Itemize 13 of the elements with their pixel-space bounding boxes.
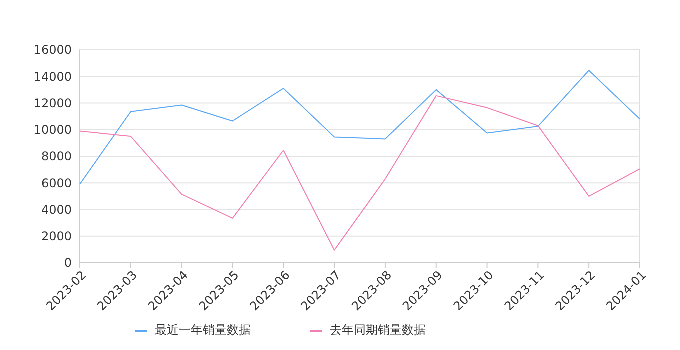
y-tick-label: 6000: [41, 176, 72, 190]
y-tick-label: 10000: [34, 123, 72, 138]
legend-label: 去年同期销量数据: [330, 323, 426, 338]
y-tick-label: 2000: [41, 230, 72, 244]
y-tick-label: 0: [64, 256, 72, 270]
y-tick-label: 4000: [41, 202, 72, 217]
line-series: [80, 70, 640, 185]
line-series: [80, 95, 640, 251]
y-tick-label: 16000: [34, 43, 72, 58]
y-tick-label: 8000: [41, 150, 72, 164]
y-tick-label: 12000: [34, 96, 72, 110]
legend-label: 最近一年销量数据: [155, 323, 251, 338]
y-tick-label: 14000: [34, 70, 72, 84]
